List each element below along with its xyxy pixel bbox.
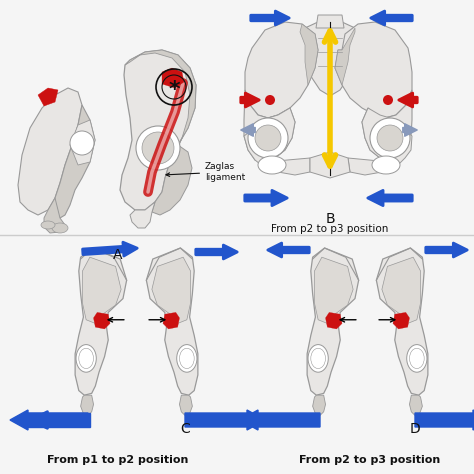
- Ellipse shape: [76, 345, 96, 372]
- Text: From p2 to p3 position: From p2 to p3 position: [300, 455, 441, 465]
- FancyArrow shape: [240, 410, 320, 430]
- Ellipse shape: [41, 221, 55, 229]
- Text: D: D: [410, 422, 420, 436]
- FancyArrow shape: [10, 410, 88, 430]
- Circle shape: [70, 131, 94, 155]
- Circle shape: [255, 125, 281, 151]
- Text: Zaglas
ligament: Zaglas ligament: [166, 162, 245, 182]
- Polygon shape: [302, 20, 358, 96]
- Ellipse shape: [258, 156, 286, 174]
- Polygon shape: [307, 248, 359, 395]
- Polygon shape: [38, 88, 58, 106]
- Polygon shape: [326, 312, 342, 329]
- Polygon shape: [75, 248, 127, 395]
- Polygon shape: [146, 248, 198, 395]
- Circle shape: [377, 125, 403, 151]
- Polygon shape: [300, 24, 318, 85]
- Circle shape: [383, 95, 393, 105]
- Polygon shape: [18, 88, 82, 215]
- Polygon shape: [52, 105, 95, 218]
- Text: A: A: [113, 248, 123, 262]
- Circle shape: [265, 95, 275, 105]
- Polygon shape: [362, 90, 412, 162]
- Polygon shape: [180, 395, 192, 415]
- Ellipse shape: [407, 345, 427, 372]
- Polygon shape: [44, 198, 65, 233]
- Polygon shape: [376, 248, 428, 395]
- Polygon shape: [410, 395, 422, 415]
- Polygon shape: [244, 90, 295, 162]
- Bar: [0, 468, 474, 474]
- Polygon shape: [382, 257, 420, 323]
- Polygon shape: [162, 68, 184, 88]
- Polygon shape: [393, 312, 410, 329]
- Ellipse shape: [177, 345, 197, 372]
- Polygon shape: [130, 202, 155, 228]
- Circle shape: [248, 118, 288, 158]
- Circle shape: [370, 118, 410, 158]
- Ellipse shape: [372, 156, 400, 174]
- Polygon shape: [348, 108, 412, 175]
- Polygon shape: [335, 22, 412, 118]
- Polygon shape: [70, 120, 95, 165]
- Polygon shape: [314, 257, 353, 323]
- Polygon shape: [313, 395, 326, 415]
- Circle shape: [142, 132, 174, 164]
- Text: B: B: [325, 212, 335, 226]
- Polygon shape: [163, 312, 180, 329]
- Polygon shape: [82, 257, 121, 323]
- Polygon shape: [316, 15, 344, 28]
- Polygon shape: [245, 22, 318, 118]
- Polygon shape: [93, 312, 110, 329]
- Polygon shape: [152, 145, 192, 215]
- Text: C: C: [180, 422, 190, 436]
- Text: *: *: [168, 80, 180, 100]
- Polygon shape: [310, 152, 350, 178]
- FancyArrow shape: [185, 410, 265, 430]
- Polygon shape: [120, 50, 196, 210]
- Text: From p1 to p2 position: From p1 to p2 position: [47, 455, 189, 465]
- Polygon shape: [125, 50, 196, 162]
- Ellipse shape: [52, 223, 68, 233]
- Text: From p2 to p3 position: From p2 to p3 position: [271, 224, 389, 234]
- Ellipse shape: [308, 345, 328, 372]
- Polygon shape: [244, 108, 310, 175]
- Polygon shape: [335, 28, 355, 85]
- Polygon shape: [81, 395, 93, 415]
- Polygon shape: [152, 257, 191, 323]
- FancyBboxPatch shape: [28, 413, 90, 427]
- Circle shape: [136, 126, 180, 170]
- FancyArrow shape: [415, 410, 474, 430]
